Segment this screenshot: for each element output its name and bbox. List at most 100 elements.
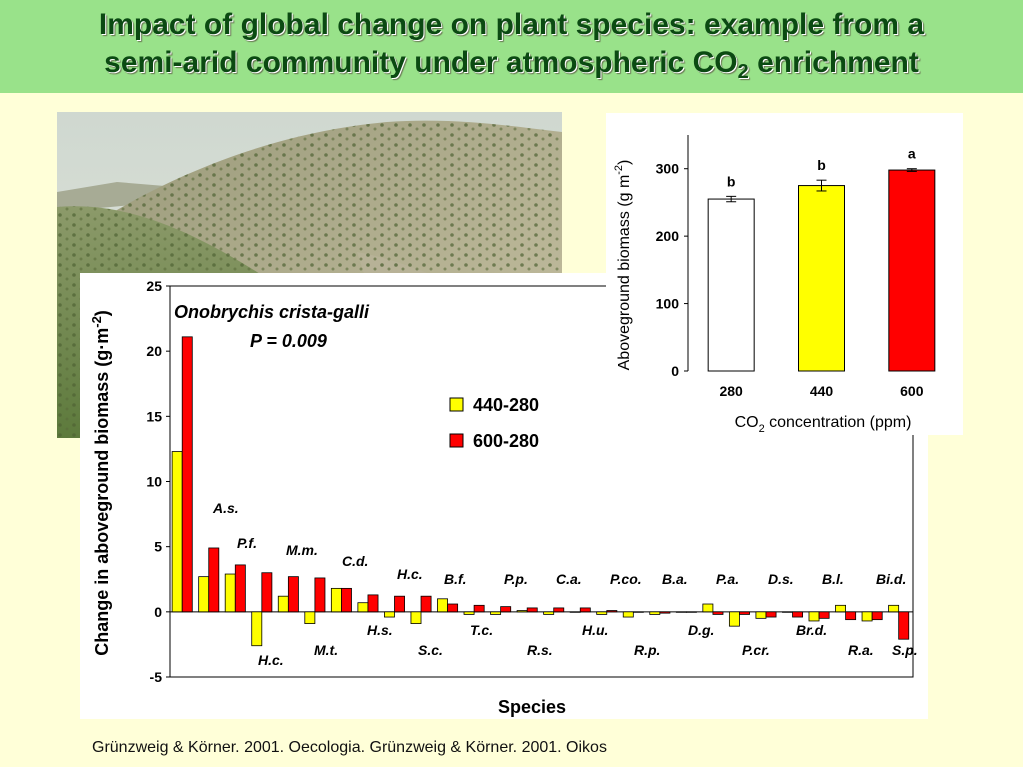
bar-440-280 bbox=[622, 611, 634, 618]
species-label: P.a. bbox=[716, 571, 739, 587]
biomass-chart: 0 100 200 300 b 280 b 440 a 600 CO2 concentratio… bbox=[613, 135, 936, 435]
bar-600-280 bbox=[765, 611, 777, 618]
x-axis-label: Species bbox=[498, 697, 566, 717]
bar-440-280 bbox=[330, 587, 342, 613]
x-tick-label: 280 bbox=[719, 383, 743, 399]
bar-440-280 bbox=[755, 611, 767, 619]
chart-subtitle: P = 0.009 bbox=[250, 331, 327, 351]
bar-600-280 bbox=[685, 611, 697, 613]
bar-440-280 bbox=[888, 604, 900, 613]
bar-600-280 bbox=[606, 610, 618, 613]
y-axis-label-biomass: Aboveground biomass (g m-2) bbox=[613, 160, 633, 371]
bar-440-280 bbox=[782, 611, 793, 613]
bar-600-280 bbox=[792, 611, 804, 618]
x-axis-label-co2: CO2 concentration (ppm) bbox=[735, 414, 912, 435]
bar-440-280 bbox=[808, 611, 820, 622]
species-label: R.a. bbox=[848, 642, 874, 658]
title-line2: semi-arid community under atmospheric CO… bbox=[0, 44, 1023, 91]
species-label: D.s. bbox=[768, 571, 794, 587]
species-label: Bi.d. bbox=[876, 571, 906, 587]
y-axis-label: Change in aboveground biomass (g·m-2) bbox=[89, 310, 112, 656]
bar-440-280 bbox=[304, 611, 316, 624]
bar-440 bbox=[798, 185, 845, 372]
species-label: B.f. bbox=[444, 571, 467, 587]
bar-440-280 bbox=[835, 604, 846, 613]
bar-440-280 bbox=[675, 611, 687, 613]
bar-600-280 bbox=[818, 611, 830, 619]
y-tick-label: 0 bbox=[154, 604, 162, 620]
significance-letter: a bbox=[908, 146, 916, 162]
y-tick-label: 300 bbox=[656, 161, 680, 177]
bar-600-280 bbox=[314, 577, 326, 613]
species-label: H.s. bbox=[367, 622, 393, 638]
species-label: P.cr. bbox=[742, 642, 770, 658]
y-tick-label: 100 bbox=[656, 296, 680, 312]
x-tick-label: 440 bbox=[810, 383, 834, 399]
bar-440-280 bbox=[861, 611, 873, 622]
bar-600-280 bbox=[367, 594, 379, 613]
species-change-chart-panel: -5 0 5 10 15 20 25 A.s. P.f. M.m. C.d. H.c. B.f. P.p… bbox=[80, 273, 928, 719]
bar-600-280 bbox=[473, 604, 485, 613]
bar-600-280 bbox=[208, 547, 220, 613]
legend-swatch-600-280 bbox=[449, 433, 464, 448]
significance-letter: b bbox=[727, 173, 736, 189]
bar-440-280 bbox=[384, 611, 395, 618]
bar-440-280 bbox=[224, 573, 236, 613]
species-label: S.p. bbox=[892, 642, 918, 658]
y-tick-label: 25 bbox=[146, 278, 162, 294]
species-label: R.s. bbox=[527, 642, 553, 658]
species-label: C.a. bbox=[556, 571, 582, 587]
biomass-chart-panel: 0 100 200 300 b 280 b 440 a 600 CO2 concentratio… bbox=[606, 113, 963, 435]
bar-600-280 bbox=[261, 572, 273, 613]
bar-600-280 bbox=[500, 606, 512, 613]
species-label: M.t. bbox=[314, 642, 338, 658]
species-label: P.p. bbox=[504, 571, 528, 587]
citation: Grünzweig & Körner. 2001. Oecologia. Grü… bbox=[92, 739, 607, 756]
species-label: T.c. bbox=[470, 622, 493, 638]
bar-600-280 bbox=[553, 607, 565, 613]
bar-600-280 bbox=[234, 564, 246, 613]
chart-title: Onobrychis crista-galli bbox=[174, 302, 370, 322]
y-tick-label: 5 bbox=[154, 539, 162, 555]
title-line1: Impact of global change on plant species… bbox=[98, 8, 925, 41]
bar-280 bbox=[707, 198, 755, 372]
species-label: P.f. bbox=[237, 535, 257, 551]
bar-440-280 bbox=[251, 611, 263, 647]
bar-440-280 bbox=[516, 610, 528, 613]
bar-600-280 bbox=[287, 576, 299, 613]
bar-440-280 bbox=[357, 602, 369, 613]
bar-600-280 bbox=[739, 611, 750, 615]
bar-440-280 bbox=[437, 598, 448, 613]
y-tick-label: 15 bbox=[146, 408, 162, 424]
species-label: R.p. bbox=[634, 642, 660, 658]
species-label: Br.d. bbox=[796, 622, 827, 638]
significance-letter: b bbox=[817, 157, 826, 173]
legend-swatch-440-280 bbox=[449, 397, 464, 412]
bar-440-280 bbox=[702, 603, 714, 613]
bar-440-280 bbox=[569, 611, 581, 613]
bar-440-280 bbox=[543, 611, 555, 615]
legend-label-440-280: 440-280 bbox=[473, 395, 539, 415]
species-label: H.c. bbox=[397, 566, 423, 582]
bar-600-280 bbox=[579, 607, 591, 613]
bar-600-280 bbox=[394, 595, 405, 613]
bar-600-280 bbox=[181, 336, 193, 613]
legend-label-600-280: 600-280 bbox=[473, 431, 539, 451]
bar-600-280 bbox=[845, 611, 857, 621]
species-change-chart: -5 0 5 10 15 20 25 A.s. P.f. M.m. C.d. H.c. B.f. P.p… bbox=[89, 278, 918, 717]
bar-440-280 bbox=[410, 611, 422, 624]
bar-440-280 bbox=[596, 611, 608, 615]
bar-600-280 bbox=[420, 595, 432, 613]
bar-440-280 bbox=[490, 611, 502, 615]
bar-600-280 bbox=[871, 611, 883, 621]
legend: 440-280 600-280 bbox=[449, 395, 539, 451]
species-label: P.co. bbox=[610, 571, 642, 587]
x-tick-label: 600 bbox=[900, 383, 924, 399]
species-label: H.c. bbox=[258, 652, 284, 668]
bar-600-280 bbox=[526, 607, 538, 613]
bar-440-280 bbox=[463, 611, 475, 615]
y-tick-label: 20 bbox=[146, 343, 162, 359]
title-line2-suffix: enrichment bbox=[748, 46, 919, 79]
title-line2-subscript: 2 bbox=[737, 61, 749, 83]
species-label: B.l. bbox=[822, 571, 844, 587]
